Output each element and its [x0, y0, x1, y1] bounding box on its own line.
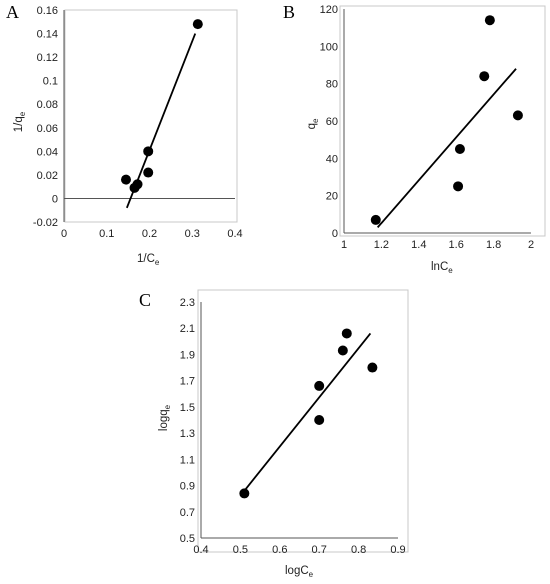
- panel-a-y-tick-label: 0.04: [37, 146, 58, 158]
- panel-c-letter: C: [139, 290, 151, 310]
- panel-a-data-point: [132, 179, 143, 190]
- panel-c-data-point: [314, 415, 325, 425]
- panel-a-y-axis-label: 1/qe: [13, 111, 27, 132]
- panel-c-x-tick-label: 0.4: [193, 544, 208, 556]
- panel-b-y-tick-label: 80: [326, 79, 338, 91]
- panel-c-trendline: [243, 332, 372, 492]
- panel-c-plot-frame: [197, 289, 409, 553]
- panel-c-y-tick-label: 1.5: [180, 402, 195, 414]
- panel-b-y-axis-label: qe: [306, 118, 320, 129]
- panel-c-plot: 0.4 0.5 0.6 0.7 0.8 0.90.50.70.91.11.31.51.71…: [180, 297, 406, 556]
- panel-b-x-axis-label-subscript: e: [448, 266, 453, 275]
- panel-b-data-point: [484, 15, 495, 26]
- panel-b-x-tick-label: 1: [341, 239, 347, 251]
- panel-c-y-tick-label: 1.9: [180, 349, 195, 361]
- panel-a-data-point: [143, 146, 154, 157]
- panel-c-y-tick-label: 0.7: [180, 507, 195, 519]
- panel-a-plot: 0 0.1 0.2 0.3 0.4-0.0200.020.040.060.080.10.…: [33, 5, 243, 240]
- panel-b-y-tick-label: 120: [320, 4, 338, 16]
- panel-a-y-tick-label: 0.14: [37, 29, 58, 41]
- panel-a-x-tick-label: 0: [61, 228, 67, 240]
- panel-c-y-tick-label: 1.3: [180, 428, 195, 440]
- panel-c-data-point: [337, 345, 348, 356]
- panel-c-x-tick-label: 0.8: [351, 544, 366, 556]
- panel-c-y-tick-label: 1.7: [180, 376, 195, 388]
- panel-c-x-tick-label: 0.9: [390, 544, 405, 556]
- panel-b-y-tick-label: 60: [326, 116, 338, 128]
- panel-b-x-axis-label: lnCe: [431, 261, 453, 275]
- panel-a-x-axis-label: 1/Ce: [137, 253, 160, 267]
- panel-a-y-axis-label-text: 1/q: [13, 116, 25, 132]
- panel-a-y-tick-label: 0.1: [43, 76, 58, 88]
- panel-b-y-tick-label: 20: [326, 191, 338, 203]
- panel-b-plot-frame: [339, 5, 546, 237]
- panel-a-y-tick-label: -0.02: [33, 217, 58, 229]
- panel-c-data-point: [367, 362, 378, 373]
- panel-b-data-point: [370, 214, 381, 225]
- panel-a-x-axis-label-text: 1/C: [137, 253, 155, 265]
- panel-a-y-tick-label: 0.06: [37, 123, 58, 135]
- panel-b-data-point: [479, 71, 490, 82]
- panel-b-y-tick-label: 40: [326, 153, 338, 165]
- panel-a-x-tick-label: 0.4: [227, 228, 242, 240]
- panel-b-x-tick-label: 1.8: [486, 239, 501, 251]
- panel-a-y-axis-label-subscript: e: [18, 111, 27, 116]
- panel-b-y-tick-label: 100: [320, 41, 338, 53]
- panel-c-y-tick-label: 0.5: [180, 533, 195, 545]
- panel-a-letter: A: [6, 2, 19, 22]
- panel-b-x-tick-label: 1.6: [449, 239, 464, 251]
- panel-a-data-point: [143, 167, 154, 178]
- panel-a-x-tick-label: 0.1: [99, 228, 114, 240]
- panel-c-x-axis-label-subscript: e: [309, 570, 314, 579]
- panel-c-y-tick-label: 1.1: [180, 454, 195, 466]
- panel-a-y-tick-label: 0: [52, 193, 58, 205]
- panel-a-y-tick-label: 0.12: [37, 52, 58, 64]
- panel-a-trendline: [126, 33, 197, 209]
- panel-a-y-tick-label: 0.08: [37, 99, 58, 111]
- panel-b-y-axis-label-subscript: e: [311, 118, 320, 123]
- panel-c-y-tick-label: 2.1: [180, 323, 195, 335]
- panel-b-data-point: [512, 110, 523, 121]
- panel-c-x-tick-label: 0.7: [312, 544, 327, 556]
- panel-b-x-tick-label: 1.2: [374, 239, 389, 251]
- panel-a-plot-frame: [64, 9, 238, 223]
- panel-c-y-axis-label: logqe: [158, 404, 172, 431]
- panel-c-x-axis-label-text: logC: [285, 565, 309, 577]
- panel-b-y-axis-label-text: q: [306, 123, 318, 129]
- panel-c-data-point: [341, 328, 352, 339]
- panel-a-data-point: [120, 174, 131, 185]
- panel-a-x-axis-label-subscript: e: [155, 258, 160, 267]
- panel-c-x-tick-label: 0.5: [233, 544, 248, 556]
- panel-b-x-tick-label: 2: [528, 239, 534, 251]
- panel-b-x-tick-label: 1.4: [411, 239, 426, 251]
- panel-b-trendline: [376, 68, 517, 228]
- panel-c-y-axis-label-subscript: e: [163, 404, 172, 409]
- panel-c-y-tick-label: 0.9: [180, 481, 195, 493]
- panel-c-y-axis-label-text: logq: [158, 409, 170, 431]
- panel-c-data-point: [239, 488, 250, 499]
- panel-a-y-tick-label: 0.16: [37, 5, 58, 17]
- panel-b-data-point: [454, 144, 465, 154]
- panel-c-x-axis-label: logCe: [285, 565, 314, 579]
- panel-a-data-point: [192, 19, 203, 30]
- panel-b-data-point: [453, 181, 464, 192]
- panel-a: A 0 0.1 0.2 0.3 0.4-0.0200.020.040.060.080.1…: [6, 2, 243, 267]
- panel-c-x-tick-label: 0.6: [272, 544, 287, 556]
- panel-c: C 0.4 0.5 0.6 0.7 0.8 0.90.50.70.91.11.31.51.…: [139, 289, 409, 579]
- panel-a-y-tick-label: 0.02: [37, 170, 58, 182]
- panel-a-x-tick-label: 0.3: [185, 228, 200, 240]
- panel-c-y-tick-label: 2.3: [180, 297, 195, 309]
- panel-b-x-axis-label-text: lnC: [431, 261, 448, 273]
- panel-a-x-tick-label: 0.2: [142, 228, 157, 240]
- panel-b-y-tick-label: 0: [332, 228, 338, 240]
- panel-c-data-point: [314, 380, 325, 391]
- panel-b-letter: B: [283, 2, 295, 22]
